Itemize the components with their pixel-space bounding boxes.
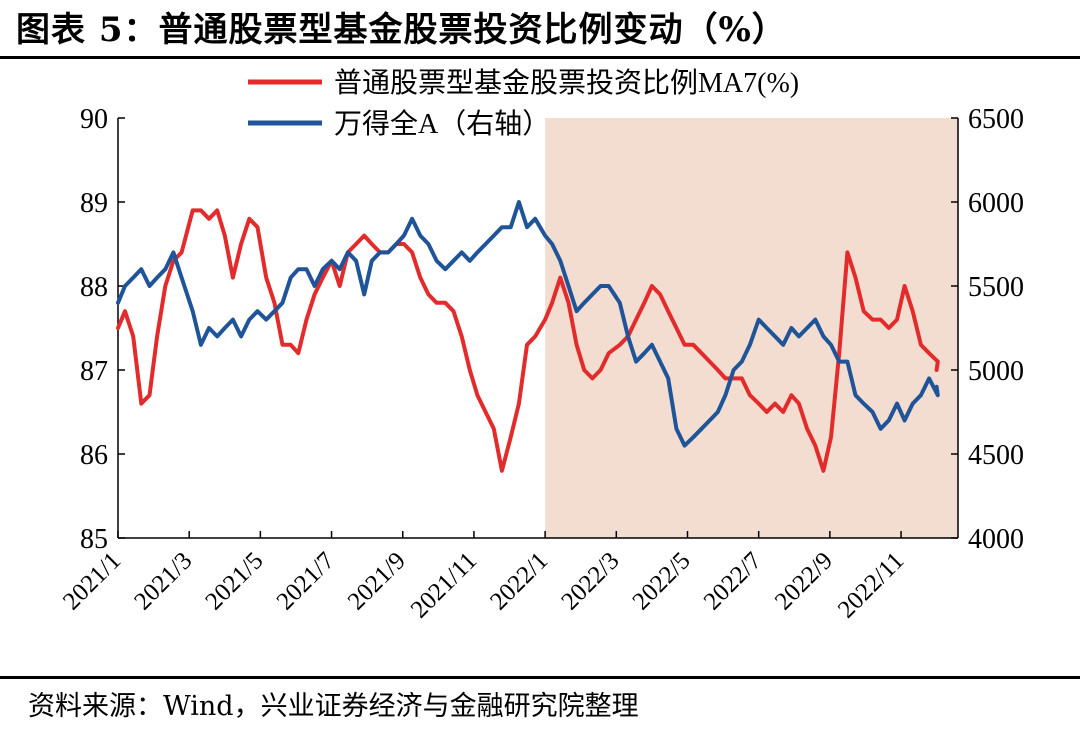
chart-canvas: 85 86 87 88 89 90 4000 4500 5000 5500 6000 6500 20… — [58, 67, 1024, 624]
right-tick-label: 6000 — [968, 188, 1024, 219]
x-tick-label: 2021/5 — [200, 547, 268, 615]
right-axis: 4000 4500 5000 5500 6000 6500 — [951, 104, 1024, 555]
right-tick-label: 5500 — [968, 272, 1024, 303]
x-tick-label: 2021/1 — [58, 547, 126, 615]
left-tick-label: 86 — [80, 440, 108, 471]
x-tick-label: 2022/7 — [699, 547, 767, 615]
source-rule — [0, 676, 1080, 679]
shaded-region-2022 — [545, 118, 958, 538]
left-tick-label: 85 — [80, 524, 108, 555]
source-note: 资料来源：Wind，兴业证券经济与金融研究院整理 — [28, 691, 639, 722]
left-tick-label: 90 — [80, 104, 108, 135]
legend-label: 万得全A（右轴） — [334, 108, 550, 140]
x-tick-label: 2021/11 — [406, 547, 482, 623]
x-tick-label: 2021/3 — [129, 547, 197, 615]
x-tick-label: 2021/9 — [343, 547, 411, 615]
title-rule — [0, 56, 1080, 59]
series-line-wind-a — [116, 200, 940, 448]
right-tick-label: 4000 — [968, 524, 1024, 555]
left-tick-label: 88 — [80, 272, 108, 303]
legend: 普通股票型基金股票投资比例MA7(%) 万得全A（右轴） — [248, 67, 799, 140]
left-tick-label: 89 — [80, 188, 108, 219]
series-line-fund-ratio — [116, 208, 940, 473]
x-tick-label: 2022/5 — [628, 547, 696, 615]
x-tick-label: 2022/3 — [556, 547, 624, 615]
x-tick-label: 2021/7 — [272, 547, 340, 615]
x-tick-label: 2022/1 — [485, 547, 553, 615]
x-tick-label: 2022/9 — [770, 547, 838, 615]
left-tick-label: 87 — [80, 356, 108, 387]
right-tick-label: 5000 — [968, 356, 1024, 387]
right-tick-label: 6500 — [968, 104, 1024, 135]
x-tick-label: 2022/11 — [833, 547, 909, 623]
figure-title: 图表 5：普通股票型基金股票投资比例变动（%） — [16, 10, 787, 50]
series-layer — [116, 200, 940, 473]
left-axis: 85 86 87 88 89 90 — [80, 104, 125, 555]
legend-label: 普通股票型基金股票投资比例MA7(%) — [334, 67, 799, 99]
right-tick-label: 4500 — [968, 440, 1024, 471]
